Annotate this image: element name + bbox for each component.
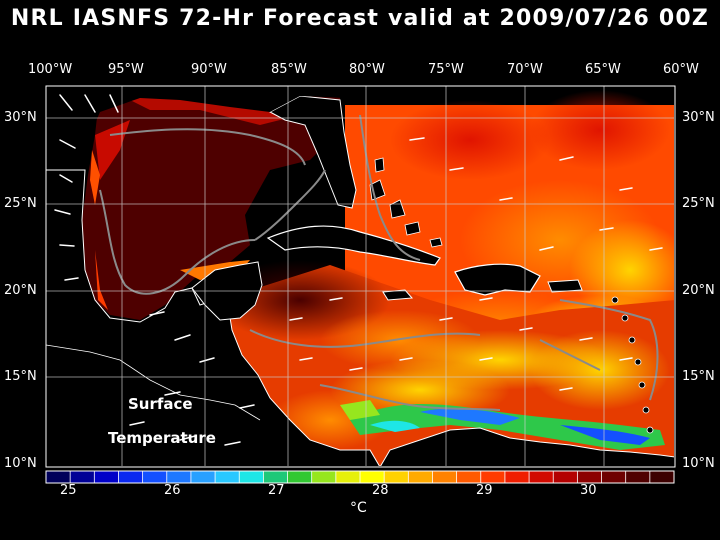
colorbar-swatch bbox=[529, 471, 554, 483]
lon-label: 85°W bbox=[271, 62, 307, 77]
colorbar-frame bbox=[45, 470, 675, 484]
lon-label: 90°W bbox=[191, 62, 227, 77]
colorbar-swatch bbox=[335, 471, 361, 483]
colorbar-tick: 25 bbox=[60, 483, 77, 498]
border-line bbox=[46, 344, 261, 421]
land-south-america bbox=[380, 427, 674, 466]
colorbar-swatch bbox=[432, 471, 457, 483]
lat-label-right: 30°N bbox=[682, 110, 715, 125]
colorbar-swatch bbox=[360, 471, 385, 483]
lon-label: 100°W bbox=[28, 62, 73, 77]
land-florida bbox=[268, 95, 357, 209]
colorbar-tick: 30 bbox=[580, 483, 597, 498]
land-bahamas bbox=[369, 157, 443, 248]
colorbar-swatch bbox=[625, 471, 651, 483]
colorbar-swatch bbox=[456, 471, 482, 483]
lon-label: 75°W bbox=[428, 62, 464, 77]
colorbar-swatch bbox=[408, 471, 433, 483]
colorbar-swatch bbox=[480, 471, 506, 483]
land-lesser-antilles bbox=[611, 296, 654, 434]
lat-label-left: 30°N bbox=[4, 110, 37, 125]
colorbar-swatch bbox=[287, 471, 312, 483]
colorbar-swatch bbox=[46, 471, 71, 483]
colorbar-swatch bbox=[311, 471, 337, 483]
lat-label-right: 20°N bbox=[682, 283, 715, 298]
variable-label-line1: Surface bbox=[128, 395, 193, 413]
lon-label: 60°W bbox=[663, 62, 699, 77]
colorbar-swatch bbox=[94, 471, 119, 483]
colorbar-swatch bbox=[215, 471, 240, 483]
colorbar-tick: 29 bbox=[476, 483, 493, 498]
colorbar-tick: 27 bbox=[268, 483, 285, 498]
lon-label: 70°W bbox=[507, 62, 543, 77]
land-us-coast bbox=[46, 86, 345, 175]
colorbar-swatch bbox=[166, 471, 192, 483]
colorbar-swatch bbox=[239, 471, 264, 483]
wind-vectors bbox=[54, 94, 663, 446]
colorbar-tick: 28 bbox=[372, 483, 389, 498]
lat-label-right: 25°N bbox=[682, 196, 715, 211]
colorbar-swatch bbox=[118, 471, 143, 483]
colorbar-swatch bbox=[601, 471, 626, 483]
lat-label-left: 15°N bbox=[4, 369, 37, 384]
colorbar-swatch bbox=[142, 471, 168, 483]
land-puerto-rico bbox=[547, 279, 583, 293]
lon-label: 65°W bbox=[585, 62, 621, 77]
colorbar-tick: 26 bbox=[164, 483, 181, 498]
map-frame bbox=[45, 85, 676, 468]
colorbar-swatch bbox=[504, 471, 530, 483]
colorbar-swatch bbox=[649, 471, 675, 483]
land-cuba bbox=[266, 225, 441, 266]
colorbar-swatch bbox=[263, 471, 288, 483]
lat-label-right: 10°N bbox=[682, 456, 715, 471]
page-title: NRL IASNFS 72-Hr Forecast valid at 2009/… bbox=[10, 6, 710, 31]
lat-label-right: 15°N bbox=[682, 369, 715, 384]
variable-label-line2: Temperature bbox=[108, 429, 216, 447]
colorbar-swatch bbox=[577, 471, 602, 483]
colorbar-swatch bbox=[553, 471, 578, 483]
lat-label-left: 25°N bbox=[4, 196, 37, 211]
colorbar-unit: °C bbox=[350, 500, 367, 516]
upwelling-band bbox=[350, 403, 665, 450]
colorbar-swatch bbox=[190, 471, 216, 483]
gulf-sst bbox=[82, 90, 340, 320]
lat-label-left: 10°N bbox=[4, 456, 37, 471]
lon-label: 80°W bbox=[349, 62, 385, 77]
colorbar-swatch bbox=[70, 471, 95, 483]
colorbar-swatch bbox=[384, 471, 409, 483]
grid-lines bbox=[46, 86, 674, 466]
lat-label-left: 20°N bbox=[4, 283, 37, 298]
depth-contours bbox=[99, 114, 659, 411]
lon-label: 95°W bbox=[108, 62, 144, 77]
